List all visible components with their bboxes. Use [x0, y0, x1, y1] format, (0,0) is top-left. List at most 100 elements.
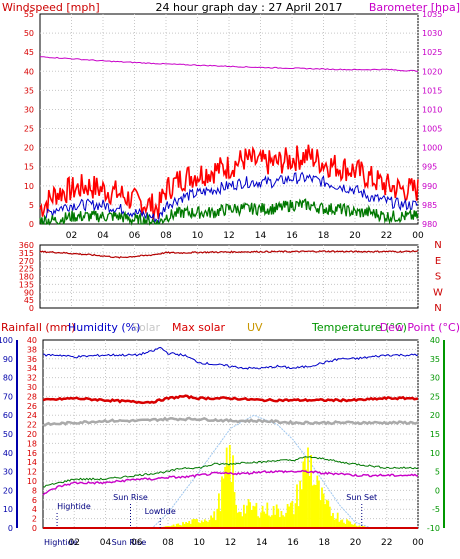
temp-ytick-label: 20 — [430, 411, 440, 420]
rain-ytick-label: 8 — [32, 486, 37, 495]
uv-bar — [243, 505, 245, 528]
wind-ytick-label: 55 — [24, 10, 34, 19]
wind-panel-xtick-label: 06 — [129, 231, 141, 241]
uv-bar — [301, 489, 303, 528]
uv-bar — [213, 511, 215, 528]
uv-bar — [221, 476, 223, 528]
temperature-panel-xtick-label: 00 — [412, 538, 424, 548]
wind-panel: 0510152025303540455055980985990995100010… — [24, 10, 443, 241]
rain-ytick-label: 26 — [27, 402, 37, 411]
humidity-ytick-label: 80 — [3, 374, 13, 383]
temp-ytick-label: 35 — [430, 355, 440, 364]
uv-bar — [288, 507, 290, 529]
uv-bar — [226, 448, 228, 528]
uv-bar — [318, 481, 320, 529]
uv-bar — [334, 520, 336, 528]
wind-panel-xtick-label: 10 — [192, 231, 204, 241]
wind-ytick-label: 30 — [24, 105, 34, 114]
humidity-ytick-label: 0 — [8, 524, 13, 533]
direction-ytick-label: 360 — [19, 241, 34, 250]
direction-ytick-label: 180 — [19, 273, 34, 282]
baro-ytick-label: 1000 — [422, 144, 442, 153]
uv-bar — [291, 501, 293, 528]
temp-ytick-label: 0 — [435, 486, 440, 495]
direction-ytick-label: 135 — [19, 280, 34, 289]
temp-ytick-label: 10 — [430, 449, 440, 458]
wind-panel-xtick-label: 14 — [255, 231, 267, 241]
baro-ytick-label: 1035 — [422, 10, 442, 19]
wind-panel-xtick-label: 12 — [223, 231, 234, 241]
wind-panel-xtick-label: 16 — [286, 231, 298, 241]
temperature-panel-xtick-label: 10 — [194, 538, 206, 548]
wind-ytick-label: 15 — [24, 163, 34, 172]
compass-label: N — [434, 240, 441, 251]
temp-ytick-label: 15 — [430, 430, 440, 439]
uv-bar — [251, 510, 253, 528]
uv-bar — [266, 503, 268, 528]
sunset-marker-label: Sun Set — [346, 493, 377, 502]
hightide-marker-label: Hightide — [57, 502, 91, 511]
lowtide-marker-label: Lowtide — [145, 507, 176, 516]
rain-ytick-label: 18 — [27, 439, 37, 448]
rain-ytick-label: 12 — [27, 468, 37, 477]
rain-ytick-label: 22 — [27, 421, 37, 430]
uv-bar — [348, 521, 350, 528]
maxsolar-axis-title: Max solar — [172, 321, 225, 334]
rain-ytick-label: 34 — [27, 364, 37, 373]
humidity-ytick-label: 30 — [3, 468, 13, 477]
uv-axis-title: UV — [247, 321, 263, 334]
wind-ytick-label: 35 — [24, 86, 34, 95]
temp-ytick-label: -5 — [432, 505, 440, 514]
uv-bar — [263, 512, 265, 528]
wind-panel-xtick-label: 20 — [349, 231, 361, 241]
uv-bar — [234, 492, 236, 528]
rain-ytick-label: 16 — [27, 449, 37, 458]
uv-bar — [246, 506, 248, 529]
temp-ytick-label: 40 — [430, 336, 440, 345]
uv-bar — [335, 519, 337, 528]
wind-panel-xtick-label: 08 — [160, 231, 172, 241]
compass-label: E — [435, 256, 441, 267]
rain-ytick-label: 24 — [27, 411, 37, 420]
wind-ytick-label: 50 — [24, 29, 34, 38]
humidity-ytick-label: 60 — [3, 411, 13, 420]
uv-bar — [212, 518, 214, 528]
uv-bar — [299, 481, 301, 528]
rainfall-axis-title: Rainfall (mm) — [1, 321, 75, 334]
uv-bar — [193, 519, 195, 528]
uv-bar — [284, 517, 286, 528]
humidity-ytick-label: 40 — [3, 449, 13, 458]
wind-ytick-label: 0 — [29, 220, 34, 229]
uv-bar — [324, 504, 326, 528]
humidity-ytick-label: 50 — [3, 430, 13, 439]
temp-ytick-label: 5 — [435, 468, 440, 477]
humidity-ytick-label: 10 — [3, 505, 13, 514]
wind-ytick-label: 5 — [29, 201, 34, 210]
baro-ytick-label: 985 — [422, 201, 437, 210]
uv-bar — [316, 476, 318, 528]
uv-bar — [296, 484, 298, 528]
temperature-panel-xtick-label: 12 — [225, 538, 236, 548]
humidity-axis-title: Humidity (%) — [68, 321, 140, 334]
baro-ytick-label: 1005 — [422, 125, 442, 134]
temp-ytick-label: -10 — [427, 524, 440, 533]
uv-bar — [191, 519, 193, 528]
temperature-panel-xtick-label: 20 — [350, 538, 362, 548]
rain-ytick-label: 32 — [27, 374, 37, 383]
wind-panel-xtick-label: 00 — [412, 231, 424, 241]
humidity-ytick-label: 70 — [3, 392, 13, 401]
compass-label: S — [435, 272, 441, 283]
wind-ytick-label: 45 — [24, 48, 34, 57]
uv-bar — [271, 515, 273, 528]
uv-bar — [331, 516, 333, 528]
uv-bar — [256, 503, 258, 528]
baro-ytick-label: 1020 — [422, 67, 442, 76]
compass-label: W — [433, 287, 443, 298]
uv-bar — [312, 486, 314, 529]
uv-bar — [216, 509, 218, 528]
temperature-panel-xtick-label: 08 — [162, 538, 174, 548]
uv-bar — [259, 518, 261, 528]
uv-bar — [196, 519, 198, 528]
